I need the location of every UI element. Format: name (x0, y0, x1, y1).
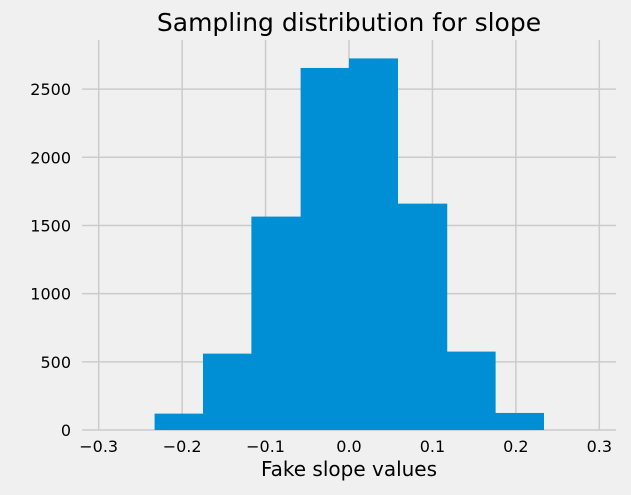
histogram-bar (154, 413, 204, 430)
histogram-bars (154, 58, 545, 431)
x-axis-title: Fake slope values (261, 457, 437, 481)
x-tick-label: 0.0 (336, 437, 361, 456)
histogram-bar (202, 353, 252, 430)
x-tick-label: 0.2 (503, 437, 528, 456)
x-tick-labels: −0.3 −0.2 −0.1 0.0 0.1 0.2 0.3 (79, 437, 612, 456)
x-tick-label: 0.3 (587, 437, 612, 456)
histogram-bar (446, 351, 496, 430)
histogram-bar (349, 58, 398, 431)
y-tick-label: 0 (61, 421, 71, 440)
y-tick-label: 2000 (30, 148, 71, 167)
histogram-bar (251, 216, 302, 430)
x-tick-label: −0.2 (163, 437, 202, 456)
y-tick-label: 1000 (30, 285, 71, 304)
y-tick-labels: 0 500 1000 1500 2000 2500 (30, 80, 71, 440)
x-tick-label: −0.3 (79, 437, 118, 456)
x-tick-label: 0.1 (420, 437, 445, 456)
y-tick-label: 1500 (30, 216, 71, 235)
histogram-bar (300, 67, 350, 431)
y-tick-label: 2500 (30, 80, 71, 99)
histogram-bar (397, 203, 448, 430)
x-tick-label: −0.1 (246, 437, 285, 456)
chart-title: Sampling distribution for slope (157, 8, 541, 37)
y-tick-label: 500 (40, 353, 71, 372)
histogram-bar (495, 412, 545, 430)
